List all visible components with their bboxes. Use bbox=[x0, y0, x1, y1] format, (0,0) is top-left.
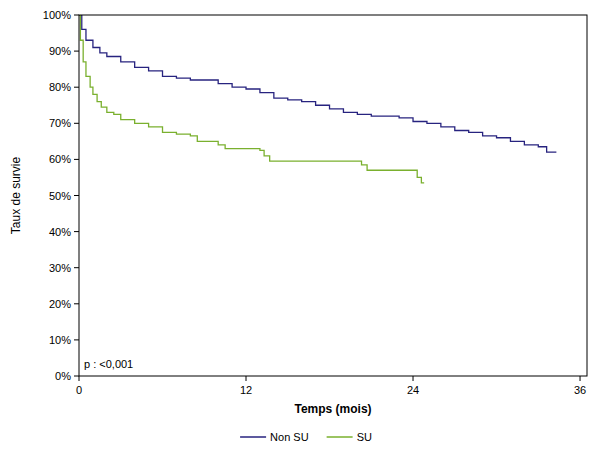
y-tick-label: 20% bbox=[49, 298, 71, 310]
x-tick bbox=[580, 376, 581, 381]
y-tick bbox=[74, 339, 79, 340]
y-tick-label: 10% bbox=[49, 334, 71, 346]
legend-label: SU bbox=[357, 431, 372, 443]
p-value: p : <0,001 bbox=[84, 358, 133, 370]
legend-swatch bbox=[327, 436, 353, 438]
y-tick bbox=[74, 195, 79, 196]
plot-frame bbox=[79, 15, 587, 376]
survival-curve bbox=[79, 15, 424, 183]
x-tick bbox=[413, 376, 414, 381]
x-tick-label: 0 bbox=[76, 384, 82, 396]
legend: Non SU SU bbox=[240, 431, 372, 443]
y-tick-label: 30% bbox=[49, 262, 71, 274]
y-tick-label: 0% bbox=[55, 370, 71, 382]
x-tick-label: 36 bbox=[574, 384, 586, 396]
y-tick-label: 90% bbox=[49, 45, 71, 57]
y-tick bbox=[74, 15, 79, 16]
y-tick-label: 50% bbox=[49, 190, 71, 202]
y-tick-label: 40% bbox=[49, 226, 71, 238]
y-axis-label: Taux de survie bbox=[9, 156, 23, 234]
y-tick bbox=[74, 267, 79, 268]
x-tick-label: 24 bbox=[407, 384, 419, 396]
y-tick bbox=[74, 51, 79, 52]
y-tick bbox=[74, 303, 79, 304]
x-tick bbox=[246, 376, 247, 381]
survival-curve bbox=[79, 15, 556, 152]
y-tick bbox=[74, 376, 79, 377]
x-tick bbox=[79, 376, 80, 381]
series-group bbox=[79, 15, 556, 183]
chart: 0% 10% 20% 30% 40% 50% 60% 70% 80% 90% 100% 0 12 24 36… bbox=[0, 0, 600, 450]
x-axis-label: Temps (mois) bbox=[294, 402, 371, 416]
x-tick-label: 12 bbox=[240, 384, 252, 396]
legend-swatch bbox=[240, 436, 266, 438]
y-tick bbox=[74, 159, 79, 160]
y-tick bbox=[74, 87, 79, 88]
y-tick-label: 60% bbox=[49, 153, 71, 165]
y-tick bbox=[74, 231, 79, 232]
y-tick-label: 70% bbox=[49, 117, 71, 129]
legend-label: Non SU bbox=[270, 431, 309, 443]
y-tick bbox=[74, 123, 79, 124]
y-tick-label: 80% bbox=[49, 81, 71, 93]
y-tick-label: 100% bbox=[43, 9, 71, 21]
